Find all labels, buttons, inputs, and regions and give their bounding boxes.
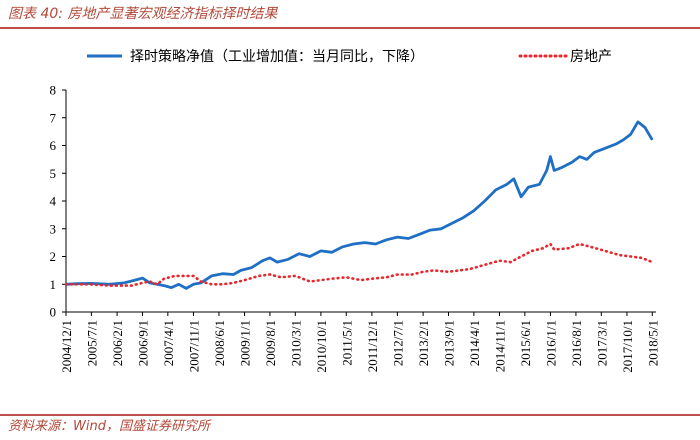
legend: 择时策略净值（工业增加值：当月同比，下降） 房地产 — [87, 48, 612, 65]
title-divider — [0, 27, 700, 29]
x-tick-label: 2018/5/1 — [645, 320, 660, 366]
figure-title: 图表 40: 房地产显著宏观经济指标择时结果 — [8, 6, 278, 22]
x-tick-label: 2011/5/1 — [339, 320, 354, 366]
x-tick-label: 2015/6/1 — [518, 320, 533, 366]
x-tick-label: 2016/1/1 — [543, 320, 558, 366]
y-tick-label: 4 — [50, 194, 57, 209]
x-tick-label: 2016/8/1 — [569, 320, 584, 366]
y-tick-label: 2 — [50, 249, 57, 264]
x-tick-label: 2010/3/1 — [288, 320, 303, 366]
x-tick-label: 2006/9/1 — [135, 320, 150, 366]
y-tick-label: 3 — [50, 221, 57, 236]
x-tick-label: 2013/9/1 — [441, 320, 456, 366]
series-line-realestate — [64, 242, 654, 287]
x-tick-label: 2010/10/1 — [314, 320, 329, 373]
x-tick-label: 2013/2/1 — [416, 320, 431, 366]
x-tick-label: 2017/10/1 — [620, 320, 635, 373]
y-tick-label: 7 — [50, 110, 57, 125]
x-tick-label: 2014/11/1 — [492, 320, 507, 372]
x-tick-label: 2004/12/1 — [59, 320, 74, 373]
legend-label-realestate: 房地产 — [570, 49, 612, 65]
x-tick-label: 2007/11/1 — [186, 320, 201, 372]
x-tick-label: 2006/2/1 — [110, 320, 125, 366]
y-tick-label: 0 — [50, 305, 57, 320]
source-divider — [0, 414, 700, 416]
y-tick-label: 8 — [50, 83, 57, 98]
series-line-strategy — [65, 120, 654, 290]
x-tick-label: 2011/12/1 — [365, 320, 380, 372]
line-chart: 择时策略净值（工业增加值：当月同比，下降） 房地产 0 1 2 3 4 5 6 7 8 2004/… — [50, 48, 661, 373]
y-tick-label: 5 — [50, 166, 57, 181]
x-tick-label: 2008/6/1 — [212, 320, 227, 366]
x-tick-label: 2014/4/1 — [467, 320, 482, 366]
x-tick-label: 2005/7/1 — [84, 320, 99, 366]
source-note: 资料来源：Wind，国盛证券研究所 — [8, 419, 210, 434]
x-tick-label: 2007/4/1 — [161, 320, 176, 366]
y-tick-label: 6 — [50, 138, 57, 153]
x-tick-label: 2017/3/1 — [594, 320, 609, 366]
axes: 0 1 2 3 4 5 6 7 8 2004/12/1 2005/7/1 2006/2/1 2006/9… — [50, 83, 661, 373]
y-tick-label: 1 — [50, 277, 57, 292]
x-tick-label: 2009/1/1 — [238, 320, 253, 366]
series-layer — [64, 120, 654, 290]
x-tick-label: 2012/7/1 — [390, 320, 405, 366]
legend-label-strategy: 择时策略净值（工业增加值：当月同比，下降） — [130, 48, 424, 65]
x-tick-label: 2009/8/1 — [263, 320, 278, 366]
